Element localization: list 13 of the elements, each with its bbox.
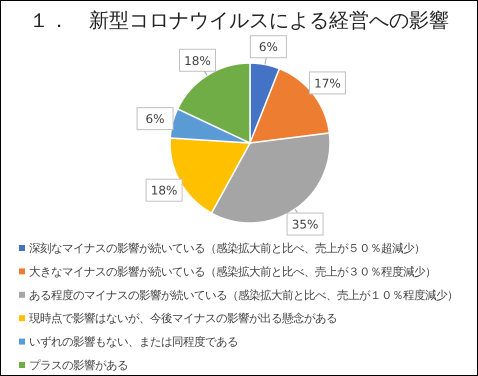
data-label: 35% [292, 218, 318, 232]
data-label: 6% [146, 112, 165, 126]
chart-title: １． 新型コロナウイルスによる経営への影響 [29, 8, 449, 32]
legend-label: 大きなマイナスの影響が続いている（感染拡大前と比べ、売上が３０％程度減少） [29, 265, 436, 278]
data-label: 18% [184, 54, 211, 68]
data-label: 18% [150, 184, 178, 198]
legend-label: 現時点で影響はないが、今後マイナスの影響が出る懸念がある [29, 312, 337, 326]
legend-label: プラスの影響がある [29, 359, 128, 372]
data-label: 17% [314, 76, 341, 90]
data-label: 6% [258, 40, 278, 54]
legend-label: いずれの影響もない、または同程度である [29, 336, 238, 349]
legend-label: ある程度のマイナスの影響が続いている（感染拡大前と比べ、売上が１０％程度減少） [29, 288, 458, 302]
legend-label: 深刻なマイナスの影響が続いている（感染拡大前と比べ、売上が５０％超減少） [29, 242, 425, 255]
